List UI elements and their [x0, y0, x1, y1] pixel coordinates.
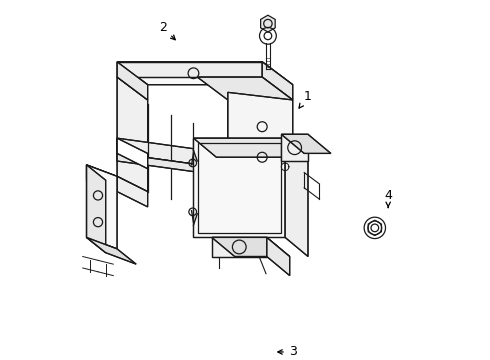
Polygon shape [285, 138, 308, 257]
Polygon shape [87, 238, 136, 264]
Polygon shape [87, 165, 106, 253]
Polygon shape [87, 165, 117, 249]
Text: 2: 2 [159, 21, 175, 40]
Polygon shape [194, 138, 308, 157]
Polygon shape [117, 62, 147, 100]
Polygon shape [212, 238, 290, 257]
Polygon shape [117, 77, 147, 192]
Polygon shape [117, 138, 147, 169]
Polygon shape [117, 176, 147, 207]
Polygon shape [261, 15, 275, 32]
Text: 4: 4 [384, 189, 392, 207]
Polygon shape [87, 165, 117, 192]
Polygon shape [267, 238, 290, 276]
Text: 3: 3 [278, 346, 296, 359]
Polygon shape [281, 134, 331, 153]
Polygon shape [117, 153, 228, 176]
Polygon shape [228, 92, 262, 195]
Polygon shape [281, 134, 308, 161]
Polygon shape [117, 62, 293, 85]
Polygon shape [262, 62, 293, 100]
Polygon shape [194, 138, 285, 238]
Polygon shape [117, 138, 228, 169]
Polygon shape [228, 92, 293, 184]
Polygon shape [117, 62, 262, 77]
Polygon shape [212, 238, 267, 257]
Polygon shape [197, 77, 293, 100]
Text: 1: 1 [299, 90, 312, 108]
